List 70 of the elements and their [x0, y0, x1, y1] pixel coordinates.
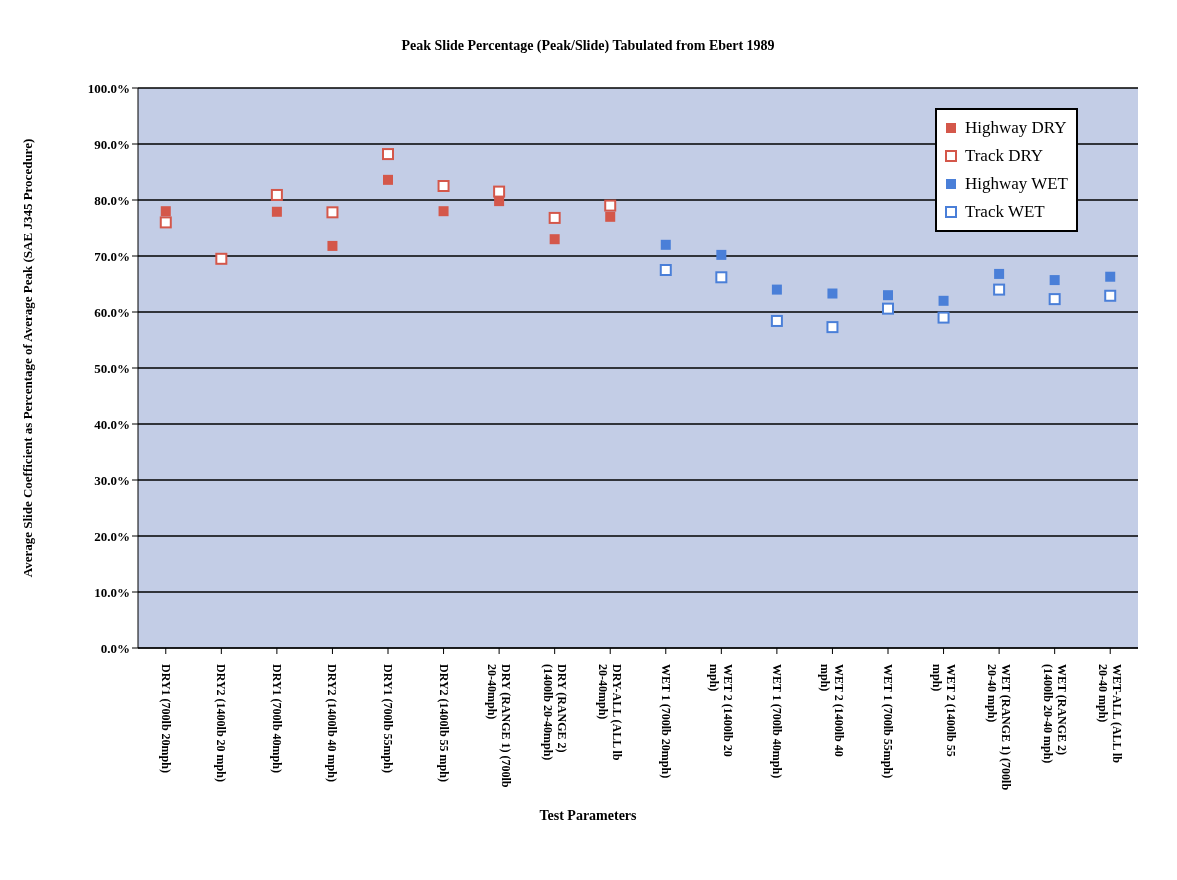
x-axis-title: Test Parameters [538, 808, 638, 824]
y-tick-label: 50.0% [94, 360, 130, 376]
x-tick-label: DRY1 (700lb 55mph) [381, 664, 395, 773]
y-tick-label: 80.0% [94, 192, 130, 208]
y-tick-label: 10.0% [94, 584, 130, 600]
x-tick-label: WET 2 (1400lb 55 mph) [929, 664, 958, 757]
point [327, 240, 338, 251]
point [605, 211, 616, 222]
point [715, 271, 728, 284]
point [160, 206, 171, 217]
x-tick-label: WET-ALL (ALL lb 20-40 mph) [1096, 664, 1125, 764]
x-tick-label: WET 1 (700lb 55mph) [881, 664, 895, 779]
legend-label: Highway WET [964, 173, 1068, 195]
x-tick-label: WET 2 (1400lb 20 mph) [707, 664, 736, 757]
point [1105, 271, 1116, 282]
x-tick-label: DRY1 (700lb 20mph) [158, 664, 173, 773]
point [938, 295, 949, 306]
point [270, 188, 283, 201]
point [215, 252, 228, 265]
y-tick-label: 60.0% [94, 304, 130, 320]
x-tick-label: DRY2 (1400lb 20 mph) [214, 664, 229, 782]
y-tick-label: 70.0% [94, 248, 130, 264]
point [271, 206, 282, 217]
x-tick-label: DRY1 (700lb 40mph) [269, 664, 284, 773]
point [883, 290, 893, 301]
y-tick-label: 100.0% [87, 80, 130, 96]
point [493, 185, 506, 198]
y-tick-label: 20.0% [94, 528, 130, 544]
legend-label: Track DRY [964, 145, 1044, 167]
x-tick-label: DRY2 (1400lb 40 mph) [325, 664, 340, 782]
point [771, 284, 782, 295]
point [937, 311, 950, 324]
point [993, 283, 1006, 296]
point [826, 321, 839, 334]
y-tick-label: 30.0% [94, 472, 130, 488]
x-tick-label: DRY (RANGE 1) (700lb 20-40mph) [485, 664, 514, 788]
x-tick-label: WET (RANGE 2) (1400lb 20-40 mph) [1040, 664, 1069, 764]
point [770, 314, 783, 327]
x-tick-label: WET 1 (700lb 40mph) [769, 664, 784, 779]
point [1049, 275, 1060, 286]
point [548, 211, 561, 224]
point [604, 199, 617, 212]
y-tick-label: 90.0% [94, 136, 130, 152]
point [659, 264, 672, 276]
point [660, 239, 671, 250]
x-tick-label: WET 2 (1400lb 40 mph) [818, 664, 847, 757]
point [994, 268, 1005, 279]
legend-label: Track WET [964, 201, 1045, 223]
point [383, 174, 393, 185]
point [1104, 289, 1117, 302]
point [438, 206, 449, 217]
point [882, 302, 894, 315]
point [827, 288, 838, 299]
x-tick-label: DRY2 (1400lb 55 mph) [436, 664, 451, 782]
x-tick-label: WET (RANGE 1) (700lb 20-40 mph) [985, 664, 1014, 791]
point [1048, 293, 1061, 306]
x-tick-label: DRY (RANGE 2) (1400lb 20-40mph) [540, 664, 569, 761]
chart-title: Peak Slide Percentage (Peak/Slide) Tabulated from Ebert 1989 [400, 38, 776, 54]
point [437, 180, 450, 192]
legend-label: Highway DRY [964, 117, 1067, 139]
x-tick-label: DRY-ALL (ALL lb 20-40mph) [596, 664, 625, 761]
y-axis-title: Average Slide Coefficient as Percentage of Average Peak (SAE J345 Procedure) [20, 138, 36, 578]
y-tick-label: 0.0% [100, 640, 130, 656]
x-tick-label: WET 1 (700lb 20mph) [658, 664, 673, 779]
point [382, 148, 394, 161]
point [159, 216, 172, 229]
point [549, 234, 560, 245]
y-tick-label: 40.0% [94, 416, 130, 432]
point [326, 206, 339, 219]
point [716, 249, 727, 260]
